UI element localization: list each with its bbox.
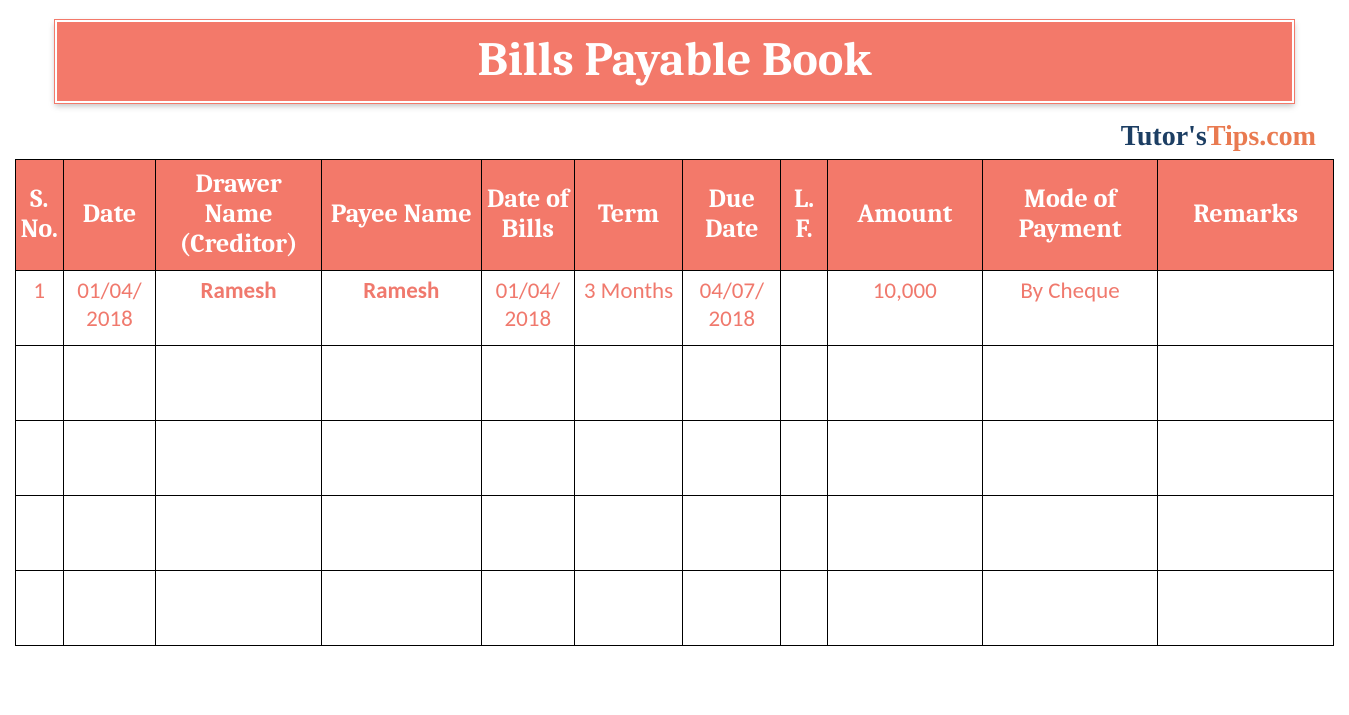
table-row [16,570,1334,645]
cell-empty [16,345,64,420]
watermark-part2: Tips.com [1207,121,1316,152]
cell-empty [982,495,1158,570]
cell-lf [781,270,827,345]
cell-empty [574,420,682,495]
watermark-part1: Tutor's [1121,121,1207,152]
cell-empty [982,345,1158,420]
cell-empty [982,570,1158,645]
cell-empty [827,495,982,570]
col-header-mode: Mode of Payment [982,160,1158,271]
table-body: 1 01/04/ 2018 Ramesh Ramesh 01/04/ 2018 … [16,270,1334,645]
col-header-lf: L. F. [781,160,827,271]
cell-empty [781,570,827,645]
cell-empty [63,345,156,420]
cell-empty [321,345,481,420]
col-header-amount: Amount [827,160,982,271]
cell-empty [827,570,982,645]
cell-empty [481,345,574,420]
cell-empty [63,495,156,570]
cell-empty [683,495,781,570]
watermark: Tutor'sTips.com [15,121,1334,159]
cell-remarks [1158,270,1334,345]
cell-sno: 1 [16,270,64,345]
cell-empty [683,345,781,420]
col-header-drawer: Drawer Name (Creditor) [156,160,321,271]
cell-empty [63,570,156,645]
table-row: 1 01/04/ 2018 Ramesh Ramesh 01/04/ 2018 … [16,270,1334,345]
cell-empty [16,570,64,645]
cell-empty [156,570,321,645]
cell-empty [156,345,321,420]
cell-empty [781,495,827,570]
table-row [16,495,1334,570]
col-header-sno: S. No. [16,160,64,271]
cell-empty [781,420,827,495]
cell-empty [574,495,682,570]
cell-empty [1158,495,1334,570]
table-row [16,345,1334,420]
cell-empty [16,495,64,570]
cell-empty [574,570,682,645]
cell-empty [982,420,1158,495]
cell-empty [1158,570,1334,645]
cell-empty [781,345,827,420]
col-header-date: Date [63,160,156,271]
col-header-dob: Date of Bills [481,160,574,271]
cell-empty [827,420,982,495]
col-header-term: Term [574,160,682,271]
cell-payee: Ramesh [321,270,481,345]
cell-amount: 10,000 [827,270,982,345]
cell-empty [321,495,481,570]
cell-due: 04/07/ 2018 [683,270,781,345]
table-header-row: S. No. Date Drawer Name (Creditor) Payee… [16,160,1334,271]
cell-empty [156,495,321,570]
cell-dob: 01/04/ 2018 [481,270,574,345]
cell-empty [683,570,781,645]
cell-date: 01/04/ 2018 [63,270,156,345]
cell-empty [827,345,982,420]
page-title: Bills Payable Book [477,32,871,87]
cell-empty [481,495,574,570]
col-header-payee: Payee Name [321,160,481,271]
cell-empty [574,345,682,420]
cell-empty [1158,420,1334,495]
cell-empty [481,570,574,645]
cell-empty [63,420,156,495]
col-header-remarks: Remarks [1158,160,1334,271]
cell-empty [683,420,781,495]
cell-term: 3 Months [574,270,682,345]
cell-empty [321,570,481,645]
cell-empty [1158,345,1334,420]
cell-drawer: Ramesh [156,270,321,345]
bills-payable-table: S. No. Date Drawer Name (Creditor) Payee… [15,159,1334,646]
table-row [16,420,1334,495]
cell-empty [16,420,64,495]
col-header-due: Due Date [683,160,781,271]
cell-empty [481,420,574,495]
cell-empty [156,420,321,495]
page-title-bar: Bills Payable Book [55,20,1294,103]
cell-mode: By Cheque [982,270,1158,345]
cell-empty [321,420,481,495]
